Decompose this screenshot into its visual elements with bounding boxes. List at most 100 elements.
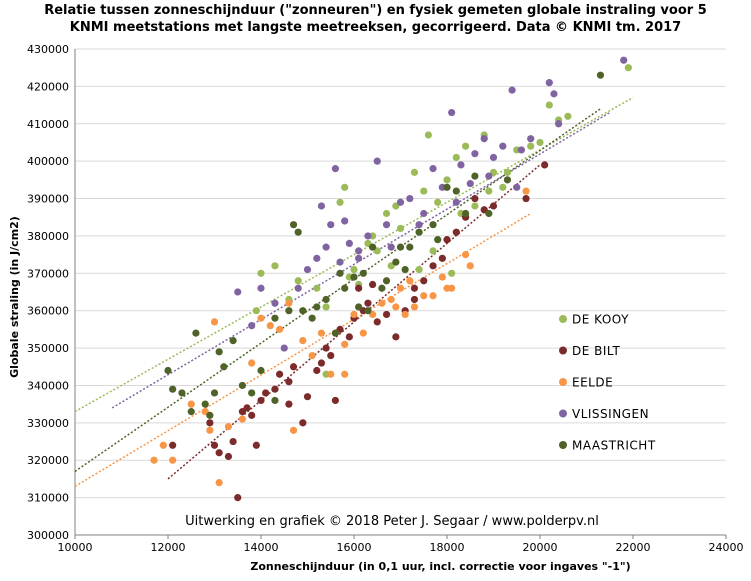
axes: 300000 310000 320000 330000 340000 350000 3600… [27,43,744,554]
legend-marker [559,346,567,355]
legend-marker [559,378,567,386]
data-point [545,79,553,87]
data-point [471,194,479,203]
data-point [322,303,330,311]
data-point [443,236,451,244]
data-point [169,385,177,393]
data-point [499,142,507,150]
data-point [238,381,246,390]
legend-marker [559,315,567,323]
data-point [415,265,423,274]
data-point [252,441,260,449]
data-point [373,318,381,326]
data-point [485,209,493,218]
x-tick-label: 24000 [709,541,744,554]
data-point [327,351,335,360]
data-point [452,228,460,236]
data-point [317,329,326,337]
data-point [243,404,251,412]
data-point [466,262,474,270]
data-point [369,280,377,289]
data-point [462,142,470,150]
data-point [420,187,428,195]
data-point [164,366,172,375]
data-point [420,209,428,218]
data-point [313,254,321,262]
trend-line [74,96,634,413]
data-point [387,295,395,304]
y-tick-label: 350000 [27,342,69,355]
data-point [508,86,516,94]
y-tick-label: 380000 [27,230,69,243]
data-point [364,299,372,307]
data-point [438,273,446,281]
data-point [224,452,233,461]
legend-marker [559,409,567,418]
data-point [187,400,195,408]
data-point [596,71,605,79]
data-point [462,251,470,259]
data-point [489,153,498,162]
data-point [503,168,512,176]
data-point [364,307,372,315]
data-point [522,194,530,203]
data-point [620,56,628,64]
y-tick-label: 320000 [27,454,69,467]
credit-text: Uitwerking en grafiek © 2018 Peter J. Se… [185,514,599,529]
x-tick-label: 22000 [616,541,651,554]
data-point [285,378,293,386]
data-point [192,329,200,337]
data-point [220,363,228,371]
data-point [210,389,219,397]
data-point [322,243,330,251]
data-point [429,247,437,255]
data-point [187,408,195,416]
y-tick-label: 360000 [27,305,69,318]
data-point [341,284,349,292]
data-point [341,370,349,378]
legend-label: DE KOOY [572,313,629,327]
data-point [159,441,167,449]
data-point [341,183,349,191]
data-point [462,209,470,218]
data-point [415,221,423,229]
legend-label: MAASTRICHT [572,439,656,453]
data-point [248,322,256,330]
x-axis-title: Zonneschijnduur (in 0,1 uur, incl. corre… [250,560,630,573]
data-point [294,284,302,292]
data-point [429,262,437,270]
data-point [401,265,409,274]
data-point [373,157,381,165]
data-point [420,292,428,300]
data-point [410,168,419,176]
data-point [299,419,307,427]
data-point [257,269,265,277]
data-point [364,232,372,240]
data-point [238,415,246,423]
data-point [303,393,312,401]
data-point [522,187,530,195]
data-point [299,307,307,315]
data-point [396,243,405,251]
data-point [303,265,312,274]
data-point [350,310,358,319]
data-point [280,344,288,352]
data-point [345,333,353,341]
data-point [313,303,321,311]
data-point [336,258,344,266]
data-point [206,411,214,419]
data-point [271,299,279,307]
y-tick-label: 300000 [27,529,69,542]
data-point [457,161,465,169]
data-point [262,389,270,397]
data-point [359,329,367,337]
x-tick-label: 12000 [151,541,186,554]
data-point [210,318,219,326]
data-point [252,307,260,315]
data-point [327,221,335,229]
data-point [331,329,339,337]
data-point [276,325,284,333]
data-point [266,322,274,330]
data-point [624,64,632,72]
